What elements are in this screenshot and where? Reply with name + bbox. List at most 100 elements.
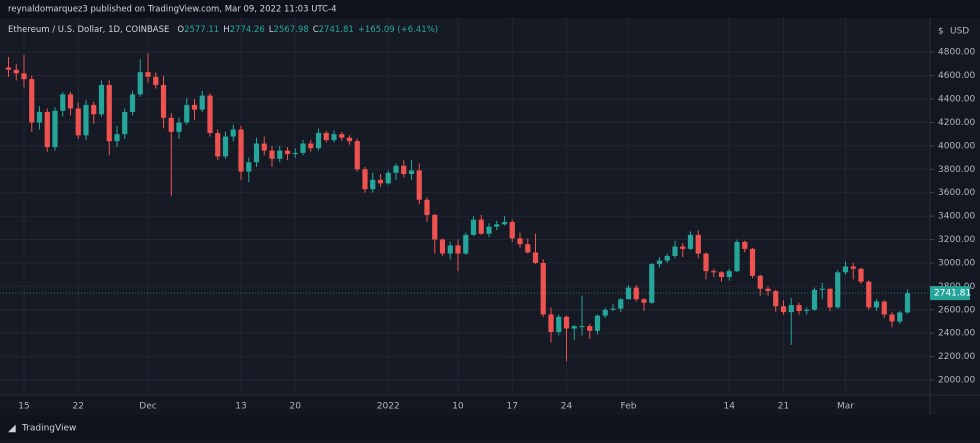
candle-body (850, 266, 856, 269)
readout-key: C (313, 25, 319, 35)
candle-body (579, 326, 585, 328)
candle-body (517, 238, 523, 245)
candle-body (842, 266, 849, 273)
candle-body (21, 73, 27, 80)
x-tick-label: 15 (18, 402, 29, 412)
candle-body (656, 260, 663, 265)
chart-title: Ethereum / U.S. Dollar, 1D, COINBASE (8, 25, 169, 35)
readout-key: L (269, 25, 274, 35)
candle-body (455, 245, 461, 254)
last-price-label: 2741.81 (934, 289, 971, 299)
candle-body (765, 288, 771, 292)
y-tick-label: 2000.00 (938, 376, 975, 386)
candle-body (602, 309, 608, 316)
candle-body (91, 104, 97, 115)
candle-body (277, 150, 283, 159)
readout-value: 2577.11 (184, 25, 219, 35)
chart-title: Ethereum / U.S. Dollar, 1D, COINBASE O257… (8, 25, 438, 35)
candle-body (261, 143, 267, 151)
candle-body (385, 172, 391, 184)
x-tick-label: 21 (778, 402, 789, 412)
candle-body (346, 137, 353, 142)
candle-body (804, 309, 810, 311)
candle-body (835, 272, 841, 308)
footer-logo: ◢ (8, 423, 16, 434)
candle-body (548, 314, 554, 333)
x-tick-label: 24 (561, 402, 573, 412)
footer-brand: TradingView (21, 424, 76, 434)
candle-body (780, 306, 787, 313)
candle-body (269, 150, 275, 159)
y-tick-label: 3200.00 (938, 235, 975, 245)
currency-icon: $ (938, 27, 944, 37)
candle-body (881, 301, 887, 315)
x-tick-label: 13 (235, 402, 246, 412)
candle-body (509, 221, 515, 239)
y-tick-label: 3600.00 (938, 188, 975, 198)
candle-body (587, 326, 593, 331)
y-tick-label: 3800.00 (938, 165, 975, 175)
y-tick-label: 4200.00 (938, 118, 975, 128)
candle-body (168, 117, 174, 132)
candle-body (525, 244, 531, 253)
candle-body (137, 72, 143, 95)
candle-body (625, 287, 632, 300)
readout-value: 2741.81 (319, 25, 354, 35)
candle-body (129, 94, 136, 112)
candle-body (98, 85, 105, 115)
candle-body (463, 234, 469, 254)
candle-body (230, 129, 236, 137)
candle-body (796, 305, 802, 311)
candle-body (571, 326, 577, 329)
candle-body (726, 271, 732, 277)
candle-body (757, 275, 763, 289)
candle-body (67, 94, 74, 109)
candle-body (199, 95, 205, 110)
candle-body (300, 143, 306, 153)
candle-body (44, 111, 50, 148)
x-tick-label: Dec (139, 402, 156, 412)
candle-body (532, 252, 539, 263)
candle-body (215, 133, 221, 157)
last-price-tag (930, 286, 970, 301)
x-tick-label: 10 (452, 402, 464, 412)
candle-body (501, 221, 508, 225)
candle-body (83, 104, 89, 136)
candle-body (540, 262, 546, 315)
candle-body (494, 224, 500, 227)
candle-body (904, 293, 911, 313)
candle-body (695, 234, 701, 254)
candle-body (486, 226, 492, 234)
candle-body (122, 111, 128, 135)
x-tick-label: Feb (621, 402, 637, 412)
candle-body (114, 134, 120, 142)
publisher-line: reynaldomarquez3 published on TradingVie… (8, 5, 337, 15)
y-tick-label: 2400.00 (938, 329, 975, 339)
candle-body (641, 299, 647, 303)
candle-body (370, 179, 376, 190)
readout-value: 2774.26 (230, 25, 265, 35)
y-tick-label: 3400.00 (938, 212, 975, 222)
candle-body (176, 122, 182, 132)
candle-body (292, 152, 298, 155)
candle-body (5, 67, 12, 70)
y-tick-label: 2200.00 (938, 352, 975, 362)
candle-body (416, 170, 422, 200)
candle-body (222, 136, 229, 157)
x-tick-label: 17 (507, 402, 518, 412)
candle-body (145, 72, 151, 77)
candle-body (13, 69, 19, 74)
candle-body (75, 108, 81, 136)
candle-body (703, 253, 709, 272)
candle-body (401, 165, 407, 174)
candle-body (742, 241, 748, 249)
candle-body (687, 234, 694, 249)
candle-body (52, 110, 58, 148)
readout-key: O (177, 25, 184, 35)
candle-body (672, 246, 678, 256)
candle-body (439, 239, 446, 254)
candle-body (315, 133, 322, 149)
y-tick-label: 2600.00 (938, 305, 975, 315)
candle-body (889, 314, 895, 322)
candle-body (60, 94, 66, 111)
